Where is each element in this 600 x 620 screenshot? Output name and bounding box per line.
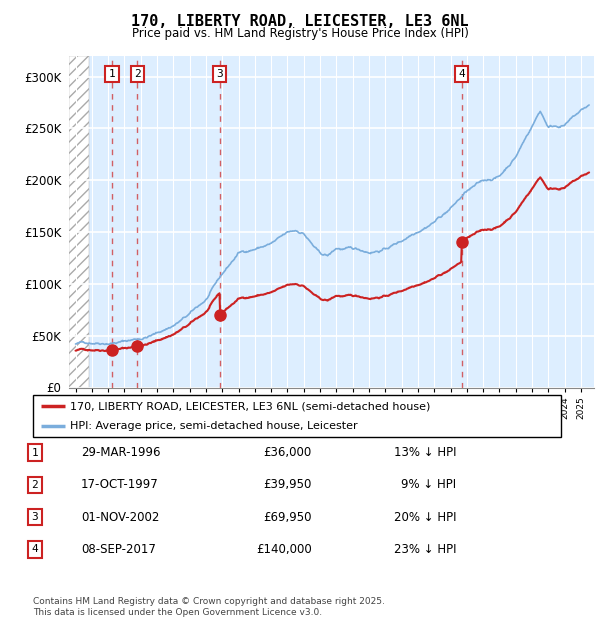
Text: 4: 4: [458, 69, 465, 79]
Text: 01-NOV-2002: 01-NOV-2002: [81, 511, 160, 523]
Text: Price paid vs. HM Land Registry's House Price Index (HPI): Price paid vs. HM Land Registry's House …: [131, 27, 469, 40]
Text: 17-OCT-1997: 17-OCT-1997: [81, 479, 159, 491]
Text: £140,000: £140,000: [256, 543, 312, 556]
FancyBboxPatch shape: [33, 395, 561, 437]
Text: 2: 2: [134, 69, 140, 79]
Text: HPI: Average price, semi-detached house, Leicester: HPI: Average price, semi-detached house,…: [70, 421, 358, 431]
Text: 3: 3: [31, 512, 38, 522]
Text: £36,000: £36,000: [264, 446, 312, 459]
Text: 1: 1: [109, 69, 116, 79]
Text: 13% ↓ HPI: 13% ↓ HPI: [394, 446, 456, 459]
Text: 170, LIBERTY ROAD, LEICESTER, LE3 6NL (semi-detached house): 170, LIBERTY ROAD, LEICESTER, LE3 6NL (s…: [70, 401, 430, 411]
Text: 1: 1: [31, 448, 38, 458]
Text: 2: 2: [31, 480, 38, 490]
Text: 29-MAR-1996: 29-MAR-1996: [81, 446, 161, 459]
Text: 23% ↓ HPI: 23% ↓ HPI: [394, 543, 456, 556]
Text: 3: 3: [216, 69, 223, 79]
Text: 08-SEP-2017: 08-SEP-2017: [81, 543, 156, 556]
Text: 170, LIBERTY ROAD, LEICESTER, LE3 6NL: 170, LIBERTY ROAD, LEICESTER, LE3 6NL: [131, 14, 469, 29]
Text: £69,950: £69,950: [263, 511, 312, 523]
Text: Contains HM Land Registry data © Crown copyright and database right 2025.
This d: Contains HM Land Registry data © Crown c…: [33, 598, 385, 617]
Text: 9% ↓ HPI: 9% ↓ HPI: [401, 479, 456, 491]
Text: 20% ↓ HPI: 20% ↓ HPI: [394, 511, 456, 523]
Bar: [69, 56, 89, 388]
Text: 4: 4: [31, 544, 38, 554]
Text: £39,950: £39,950: [263, 479, 312, 491]
